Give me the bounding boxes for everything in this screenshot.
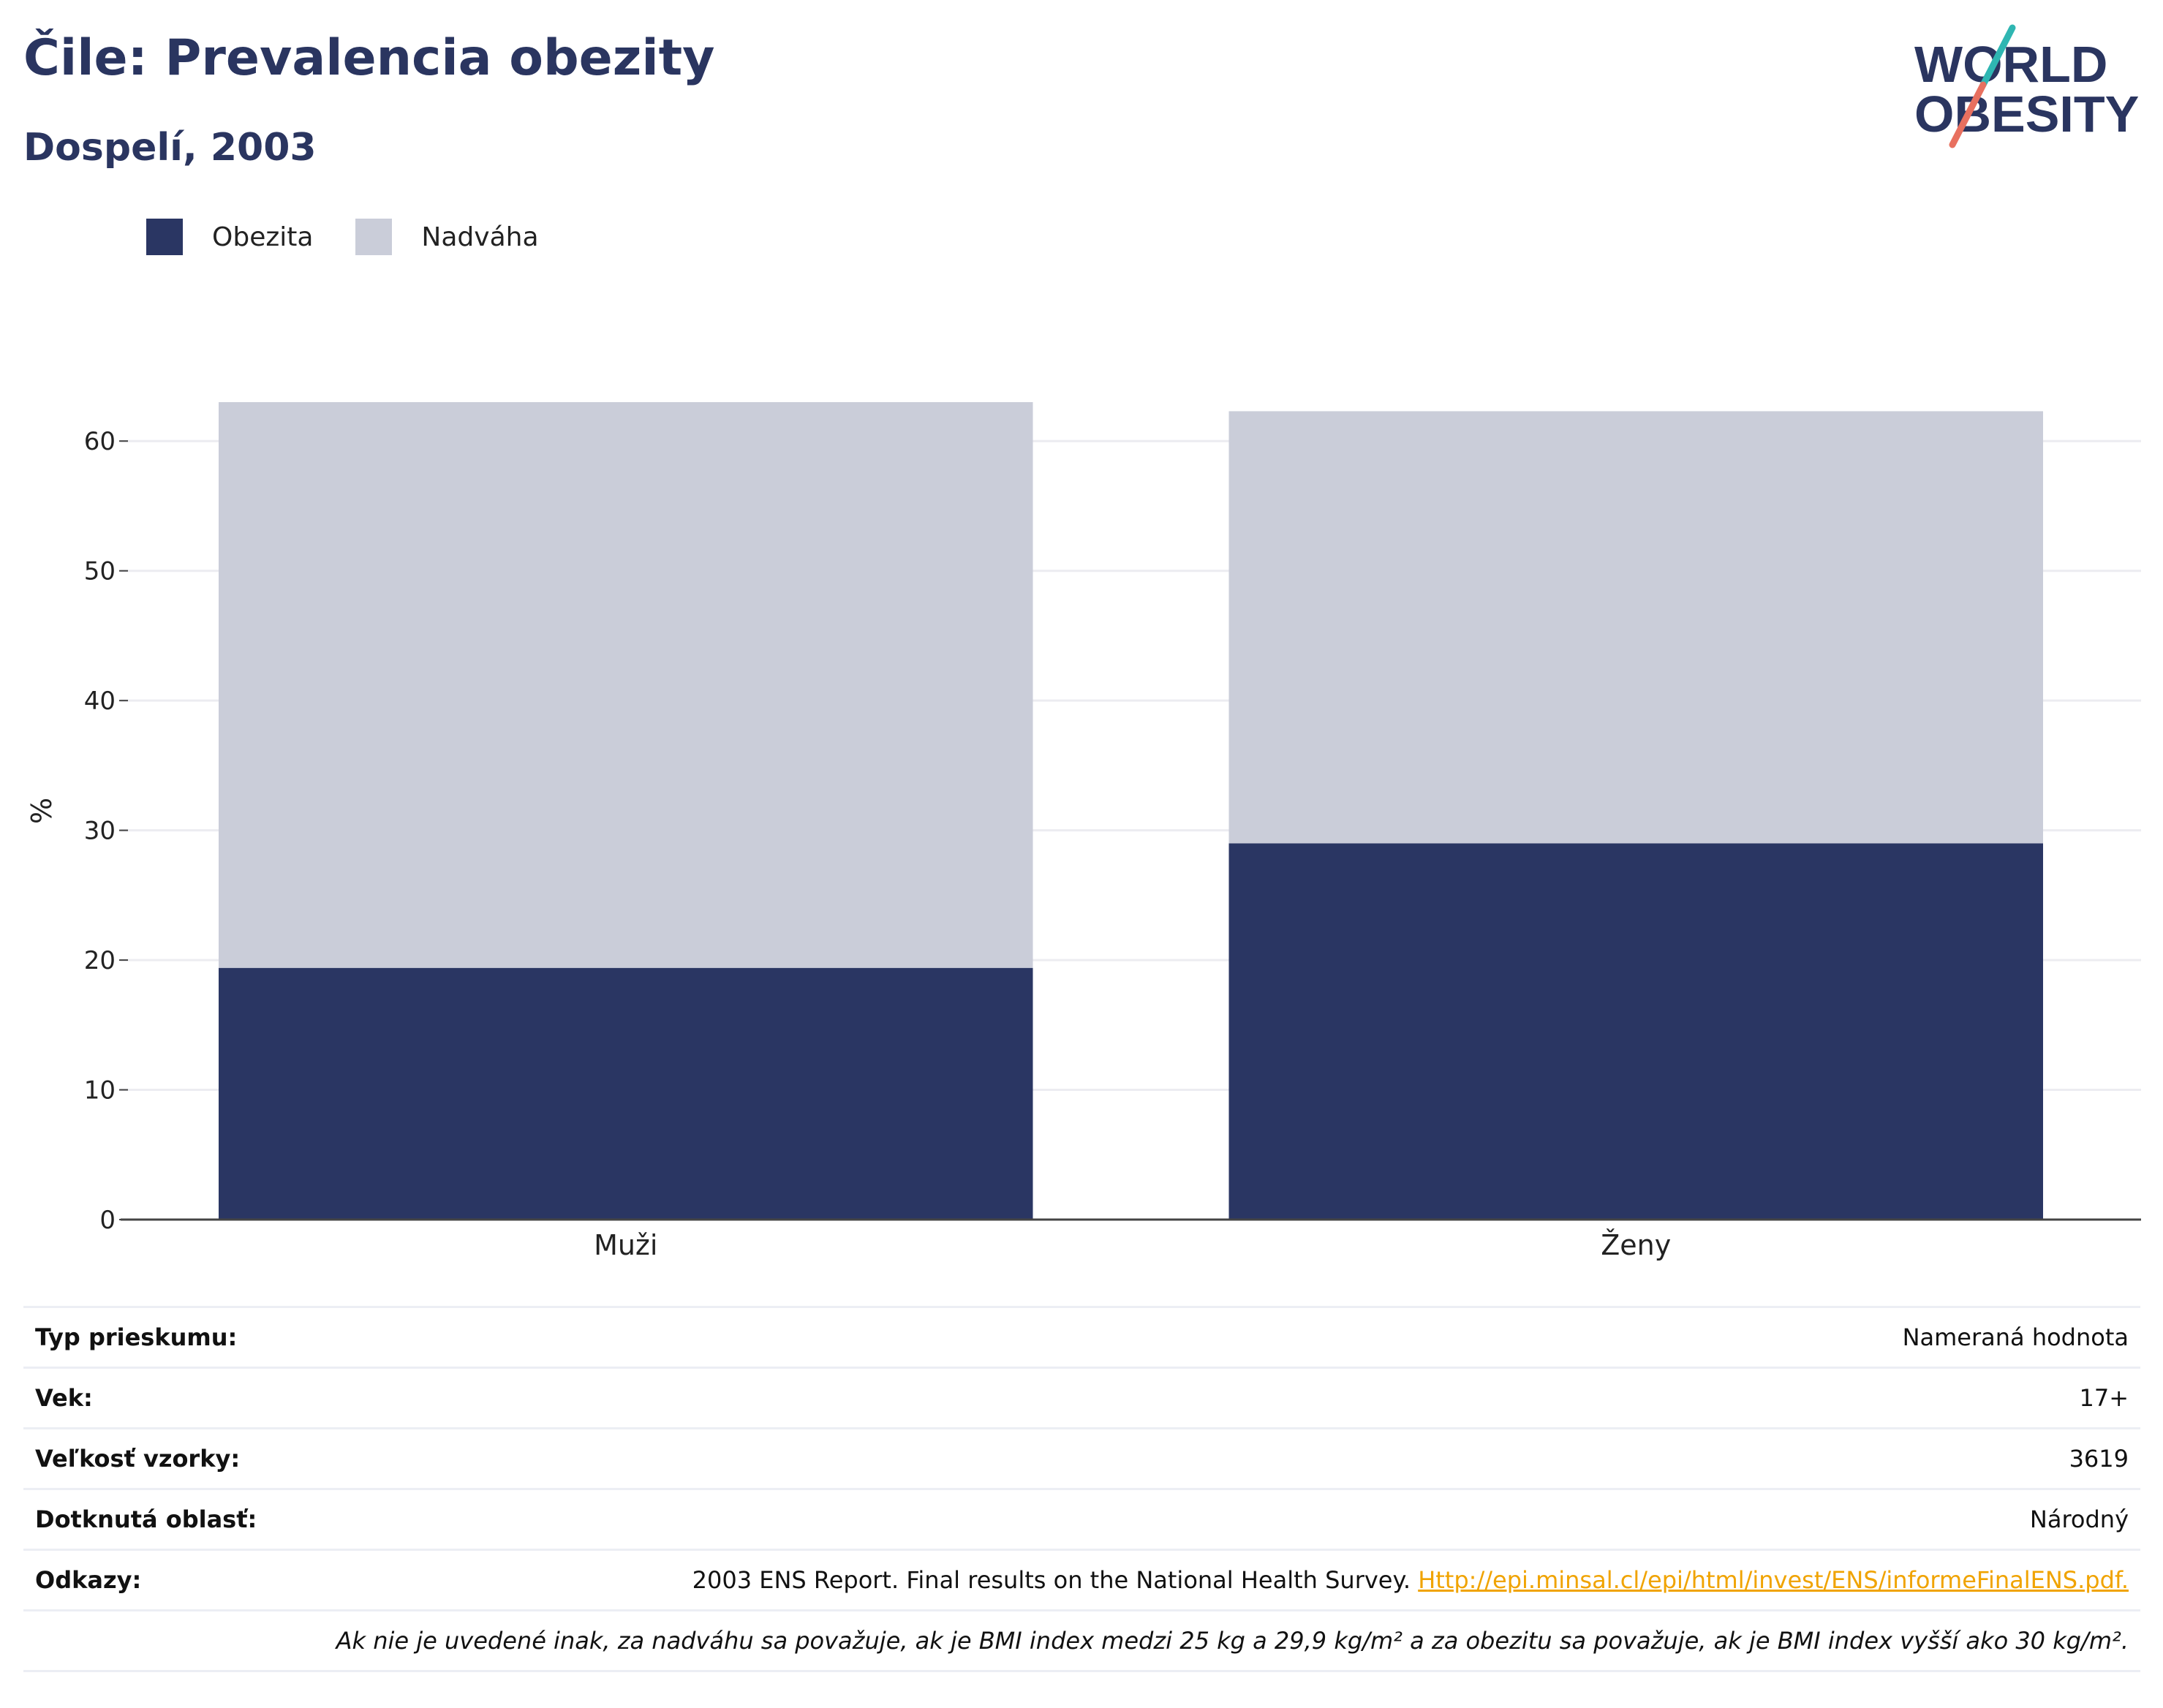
info-row-refs: Odkazy: 2003 ENS Report. Final results o…: [23, 1549, 2140, 1611]
logo-slash-teal: [1979, 24, 2016, 88]
y-tick-label-50: 50: [84, 557, 116, 586]
sample-label: Veľkosť vzorky:: [23, 1427, 328, 1489]
bar-chart: 0 10 20 30 40 50 60% Muži Ženy: [26, 402, 2141, 1261]
area-value: Národný: [328, 1488, 2140, 1550]
info-row-sample: Veľkosť vzorky: 3619: [23, 1427, 2140, 1489]
info-row-age: Vek: 17+: [23, 1367, 2140, 1429]
x-tick-label-1: Ženy: [1601, 1229, 1671, 1261]
legend-item-overweight[interactable]: Nadváha: [355, 219, 539, 255]
y-axis-label: %: [26, 798, 58, 824]
chart-legend: Obezita Nadváha: [146, 216, 581, 257]
age-value: 17+: [328, 1367, 2140, 1429]
definition-note: Ak nie je uvedené inak, za nadváhu sa po…: [23, 1609, 2140, 1672]
logo-line2: OBESITY: [1914, 86, 2139, 143]
y-tick-label-10: 10: [84, 1076, 116, 1106]
legend-label-overweight: Nadváha: [421, 222, 539, 252]
y-tick-label-60: 60: [84, 427, 116, 456]
sample-value: 3619: [328, 1427, 2140, 1489]
bar-obesity-0: [219, 967, 1033, 1220]
info-row-area: Dotknutá oblasť: Národný: [23, 1488, 2140, 1550]
world-obesity-logo: WORLD OBESITY: [1914, 24, 2139, 148]
y-tick-label-20: 20: [84, 946, 116, 975]
legend-swatch-obesity: [146, 219, 183, 255]
area-label: Dotknutá oblasť:: [23, 1488, 328, 1550]
legend-swatch-overweight: [355, 219, 393, 255]
bar-obesity-1: [1228, 843, 2043, 1220]
y-tick-label-40: 40: [84, 687, 116, 716]
page-title: Čile: Prevalencia obezity: [23, 29, 715, 87]
refs-label: Odkazy:: [23, 1549, 328, 1611]
x-tick-label-0: Muži: [594, 1229, 657, 1261]
legend-label-obesity: Obezita: [212, 222, 314, 252]
info-row-survey-type: Typ prieskumu: Nameraná hodnota: [23, 1306, 2140, 1368]
refs-text: 2003 ENS Report. Final results on the Na…: [692, 1566, 1411, 1594]
logo-slash-coral: [1949, 81, 1987, 148]
y-tick-label-30: 30: [84, 817, 116, 846]
legend-item-obesity[interactable]: Obezita: [146, 219, 313, 255]
y-tick-label-0: 0: [99, 1206, 116, 1235]
survey-type-label: Typ prieskumu:: [23, 1306, 328, 1368]
info-row-note: Ak nie je uvedené inak, za nadváhu sa po…: [23, 1609, 2140, 1672]
page-subtitle: Dospelí, 2003: [23, 126, 317, 170]
refs-link[interactable]: Http://epi.minsal.cl/epi/html/invest/ENS…: [1418, 1566, 2129, 1594]
logo-line1: WORLD: [1914, 36, 2107, 93]
bar-overweight-0: [219, 402, 1033, 968]
survey-type-value: Nameraná hodnota: [328, 1306, 2140, 1368]
refs-value: 2003 ENS Report. Final results on the Na…: [328, 1549, 2140, 1611]
info-table: Typ prieskumu: Nameraná hodnota Vek: 17+…: [23, 1306, 2140, 1672]
bar-overweight-1: [1228, 411, 2043, 844]
age-label: Vek:: [23, 1367, 328, 1429]
